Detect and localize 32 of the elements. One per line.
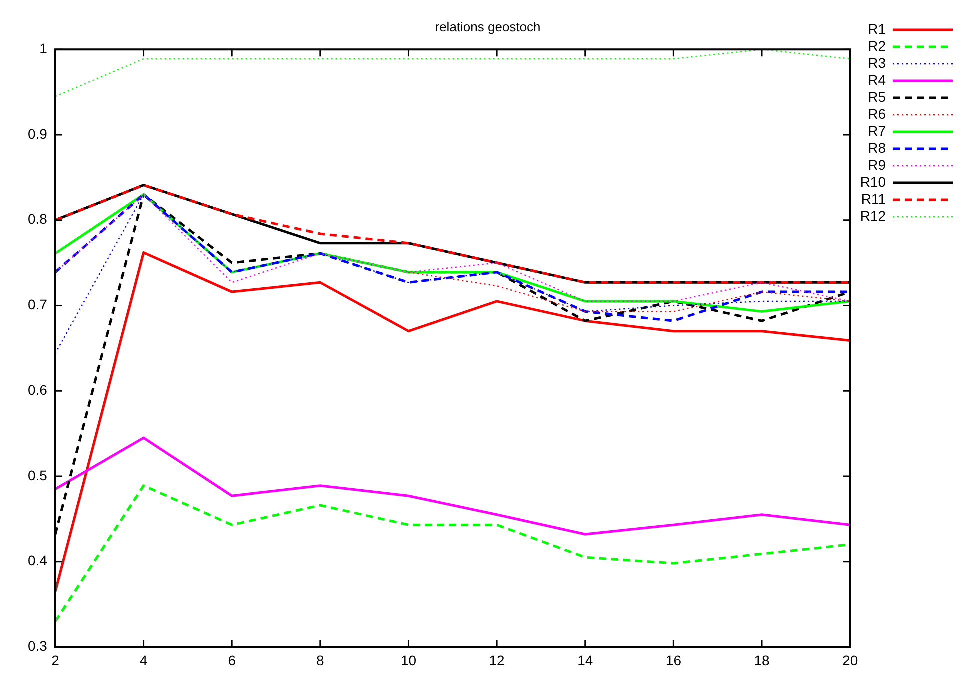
y-tick-label: 0.5 — [28, 467, 48, 484]
y-tick-label: 1 — [40, 40, 48, 56]
legend-label: R12 — [860, 208, 886, 224]
line-series — [408, 272, 850, 312]
x-tick-label: 6 — [228, 652, 236, 668]
y-tick-label: 0.4 — [28, 552, 48, 569]
x-tick-label: 14 — [578, 652, 594, 668]
x-tick-label: 4 — [140, 652, 148, 668]
legend-label: R3 — [868, 54, 886, 71]
legend-label: R4 — [868, 72, 886, 88]
legend-label: R7 — [868, 122, 886, 139]
y-tick-label: 0.7 — [28, 296, 48, 313]
y-tick-label: 0.3 — [28, 638, 48, 654]
y-tick-label: 0.8 — [28, 211, 48, 228]
legend-label: R2 — [868, 38, 886, 54]
x-tick-label: 12 — [489, 652, 506, 668]
x-tick-label: 20 — [842, 652, 858, 668]
chart-title: relations geostoch — [435, 19, 541, 34]
x-tick-label: 8 — [316, 652, 325, 668]
x-tick-label: 18 — [754, 652, 770, 668]
legend-label: R10 — [860, 174, 886, 190]
y-tick-label: 0.9 — [28, 126, 48, 142]
legend-label: R11 — [861, 190, 886, 207]
legend-label: R5 — [868, 88, 886, 105]
x-tick-label: 16 — [666, 652, 682, 668]
x-tick-label: 10 — [400, 652, 417, 668]
y-tick-label: 0.6 — [28, 382, 48, 398]
legend-label: R1 — [868, 20, 886, 37]
legend-label: R9 — [868, 156, 886, 173]
legend-label: R6 — [868, 106, 886, 122]
legend-label: R8 — [868, 140, 886, 156]
x-tick-label: 2 — [52, 652, 60, 668]
